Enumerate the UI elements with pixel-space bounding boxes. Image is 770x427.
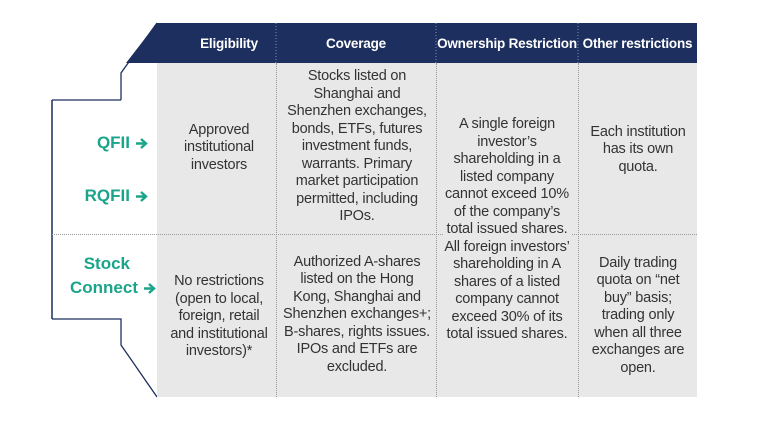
header-eligibility: Eligibility bbox=[200, 35, 258, 51]
arrow-right-icon bbox=[144, 282, 156, 294]
column-divider bbox=[578, 63, 579, 397]
arrow-right-icon bbox=[136, 137, 148, 149]
stock-connect-coverage: Authorized A-shares listed on the Hong K… bbox=[283, 253, 431, 375]
connect-label: Connect bbox=[70, 278, 138, 297]
qfii-eligibility: Approved institutional investors bbox=[184, 121, 254, 173]
row-label-stock-connect: Stock Connect bbox=[52, 252, 156, 300]
header-ownership-restriction: Ownership Restriction bbox=[437, 35, 577, 51]
stock-connect-other-restrictions: Daily trading quota on “net buy” basis; … bbox=[591, 254, 685, 376]
row-label-rqfii: RQFII bbox=[52, 181, 148, 211]
qfii-other-restrictions: Each institution has its own quota. bbox=[590, 123, 686, 175]
qfii-label: QFII bbox=[96, 133, 130, 152]
header-other-restrictions: Other restrictions bbox=[582, 35, 693, 51]
column-divider bbox=[436, 63, 437, 397]
column-divider bbox=[276, 63, 277, 397]
ownership-restriction-cell: A single foreign investor’s shareholding… bbox=[443, 93, 571, 367]
arrow-right-icon bbox=[136, 190, 148, 202]
table-header: Eligibility Coverage Ownership Restricti… bbox=[126, 23, 697, 63]
row-divider bbox=[52, 234, 697, 235]
header-band bbox=[126, 23, 697, 63]
row-label-qfii: QFII bbox=[52, 128, 148, 158]
table-body bbox=[157, 63, 697, 397]
qfii-coverage: Stocks listed on Shanghai and Shenzhen e… bbox=[287, 68, 427, 225]
rqfii-label: RQFII bbox=[84, 186, 130, 205]
stock-label: Stock bbox=[83, 254, 130, 273]
header-coverage: Coverage bbox=[326, 35, 386, 51]
stock-connect-eligibility: No restrictions (open to local, foreign,… bbox=[170, 273, 268, 360]
